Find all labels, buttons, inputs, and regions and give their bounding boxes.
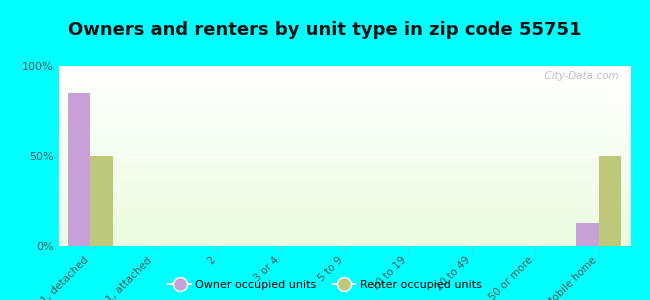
Text: Owners and renters by unit type in zip code 55751: Owners and renters by unit type in zip c…: [68, 21, 582, 39]
Bar: [577, 223, 599, 246]
Bar: [68, 93, 90, 246]
Text: City-Data.com: City-Data.com: [538, 71, 619, 81]
Bar: [599, 156, 621, 246]
Legend: Owner occupied units, Renter occupied units: Owner occupied units, Renter occupied un…: [164, 276, 486, 294]
Bar: [90, 156, 112, 246]
